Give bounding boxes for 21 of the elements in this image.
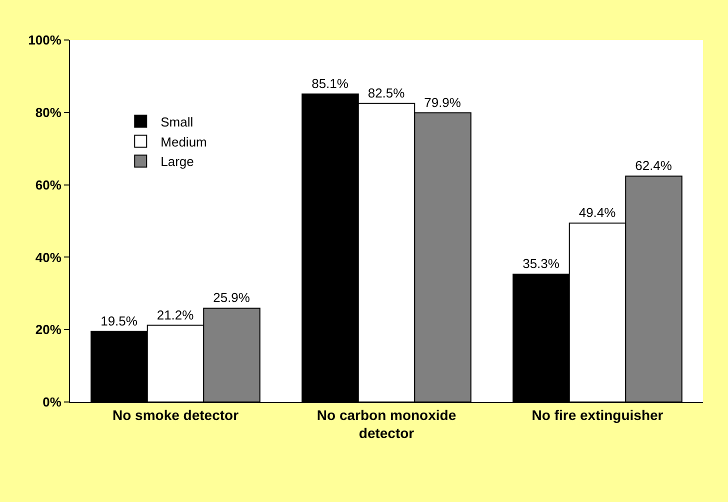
data-label: 85.1%	[312, 76, 349, 91]
x-tick-label: No fire extinguisher	[532, 406, 664, 423]
data-label: 49.4%	[578, 205, 616, 220]
y-tick-label: 40%	[35, 250, 62, 265]
legend-label: Medium	[160, 134, 207, 150]
data-label: 21.2%	[156, 307, 194, 322]
x-tick-label: No carbon monoxide detector	[316, 406, 456, 441]
y-tick-label: 100%	[28, 32, 62, 48]
legend-label: Large	[160, 154, 194, 170]
x-tick-label: No smoke detector	[112, 406, 240, 423]
data-label: 19.5%	[100, 313, 138, 328]
data-label: 35.3%	[522, 256, 560, 272]
legend-label: Small	[160, 114, 194, 130]
data-label: 62.4%	[635, 158, 672, 174]
y-tick-label: 60%	[35, 177, 62, 192]
y-tick-label: 0%	[42, 394, 62, 410]
y-tick-label: 20%	[35, 322, 62, 338]
data-label: 79.9%	[424, 94, 462, 110]
data-label: 82.5%	[368, 85, 406, 100]
y-tick-label: 80%	[35, 104, 62, 120]
data-label: 25.9%	[213, 290, 250, 306]
